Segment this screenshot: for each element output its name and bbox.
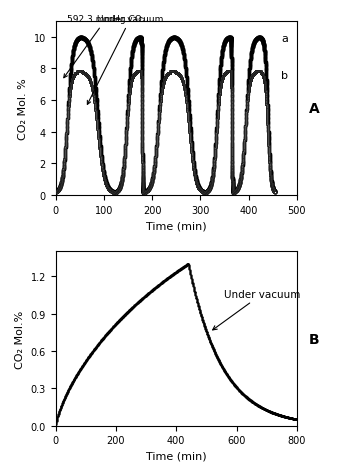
Text: b: b [281,70,289,80]
Y-axis label: CO₂ Mol.%: CO₂ Mol.% [15,310,25,368]
Text: Under vacuum: Under vacuum [87,15,164,105]
Text: Under vacuum: Under vacuum [213,289,301,330]
X-axis label: Time (min): Time (min) [146,221,206,231]
Text: a: a [281,34,289,44]
Text: A: A [309,102,320,116]
Text: 592.3 mmHg CO₂: 592.3 mmHg CO₂ [64,15,145,79]
Text: B: B [309,332,320,346]
X-axis label: Time (min): Time (min) [146,451,206,461]
Y-axis label: CO₂ Mol. %: CO₂ Mol. % [18,78,28,139]
